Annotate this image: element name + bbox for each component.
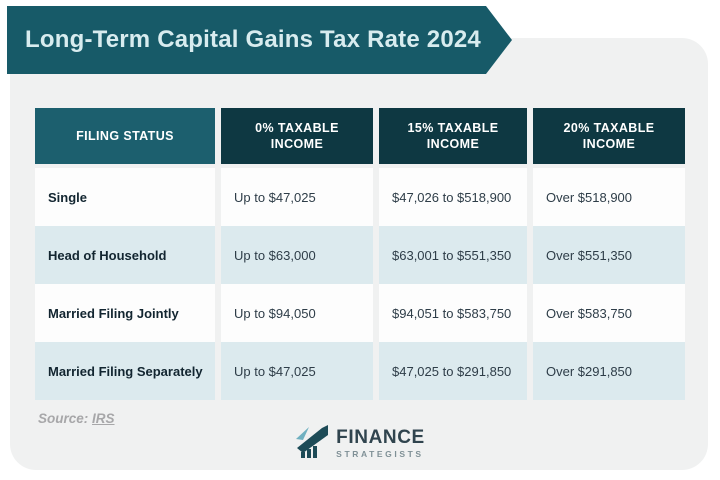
table-cell-status: Head of Household <box>35 226 215 284</box>
table-cell-0-percent: Up to $63,000 <box>221 226 373 284</box>
title-banner: Long-Term Capital Gains Tax Rate 2024 <box>7 6 512 74</box>
source-label: Source: <box>38 411 93 426</box>
column-header-filing-status: FILING STATUS <box>35 108 215 164</box>
table-cell-status: Married Filing Jointly <box>35 284 215 342</box>
source-note: Source: IRS <box>38 411 115 426</box>
table-cell-0-percent: Up to $94,050 <box>221 284 373 342</box>
column-header-15-percent: 15% TAXABLE INCOME <box>379 108 527 164</box>
table-cell-status: Married Filing Separately <box>35 342 215 400</box>
table-cell-20-percent: Over $583,750 <box>533 284 685 342</box>
logo-subtitle: STRATEGISTS <box>336 449 424 459</box>
table-cell-15-percent: $47,026 to $518,900 <box>379 168 527 226</box>
table-cell-status: Single <box>35 168 215 226</box>
page-title: Long-Term Capital Gains Tax Rate 2024 <box>25 26 481 53</box>
bar-chart-arrow-icon <box>296 425 329 458</box>
table-cell-0-percent: Up to $47,025 <box>221 168 373 226</box>
table-cell-20-percent: Over $518,900 <box>533 168 685 226</box>
table-cell-15-percent: $63,001 to $551,350 <box>379 226 527 284</box>
column-header-20-percent: 20% TAXABLE INCOME <box>533 108 685 164</box>
table-cell-0-percent: Up to $47,025 <box>221 342 373 400</box>
table-cell-15-percent: $94,051 to $583,750 <box>379 284 527 342</box>
finance-strategists-logo: FINANCE STRATEGISTS <box>0 425 720 459</box>
table-cell-20-percent: Over $291,850 <box>533 342 685 400</box>
logo-text: FINANCE STRATEGISTS <box>336 425 425 459</box>
table-cell-20-percent: Over $551,350 <box>533 226 685 284</box>
logo-name: FINANCE <box>336 427 425 448</box>
table-cell-15-percent: $47,025 to $291,850 <box>379 342 527 400</box>
column-header-0-percent: 0% TAXABLE INCOME <box>221 108 373 164</box>
source-link[interactable]: IRS <box>92 411 115 426</box>
tax-rate-table: FILING STATUS 0% TAXABLE INCOME 15% TAXA… <box>35 108 685 400</box>
